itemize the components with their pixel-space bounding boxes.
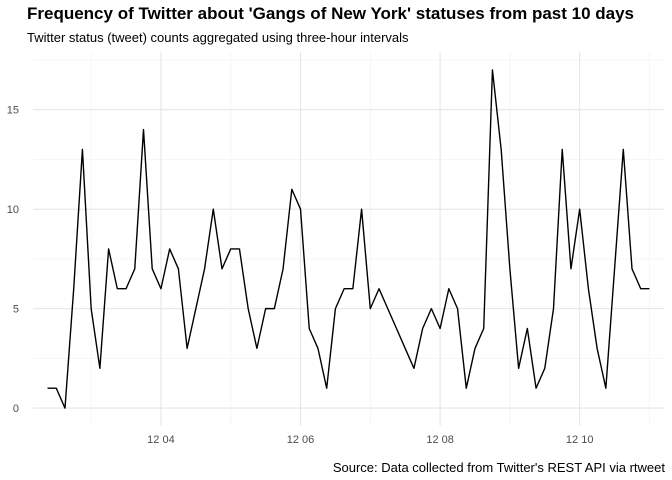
chart-title: Frequency of Twitter about 'Gangs of New… [27,4,635,23]
x-tick-label: 12 04 [147,434,175,446]
chart-caption: Source: Data collected from Twitter's RE… [332,460,665,475]
major-gridlines [33,52,664,426]
chart-subtitle: Twitter status (tweet) counts aggregated… [27,30,409,45]
y-tick-label: 0 [13,403,19,415]
minor-gridlines [33,52,664,426]
y-tick-label: 10 [7,204,19,216]
x-tick-label: 12 08 [426,434,454,446]
x-tick-label: 12 10 [566,434,594,446]
y-axis-tick-labels: 0 5 10 15 [7,105,19,415]
x-axis-tick-labels: 12 04 12 06 12 08 12 10 [147,434,593,446]
line-chart: 0 5 10 15 12 04 12 06 12 08 12 10 [7,52,664,446]
data-points [48,70,650,408]
y-tick-label: 15 [7,105,19,117]
y-tick-label: 5 [13,304,19,316]
x-tick-label: 12 06 [287,434,315,446]
series-line [47,69,650,409]
